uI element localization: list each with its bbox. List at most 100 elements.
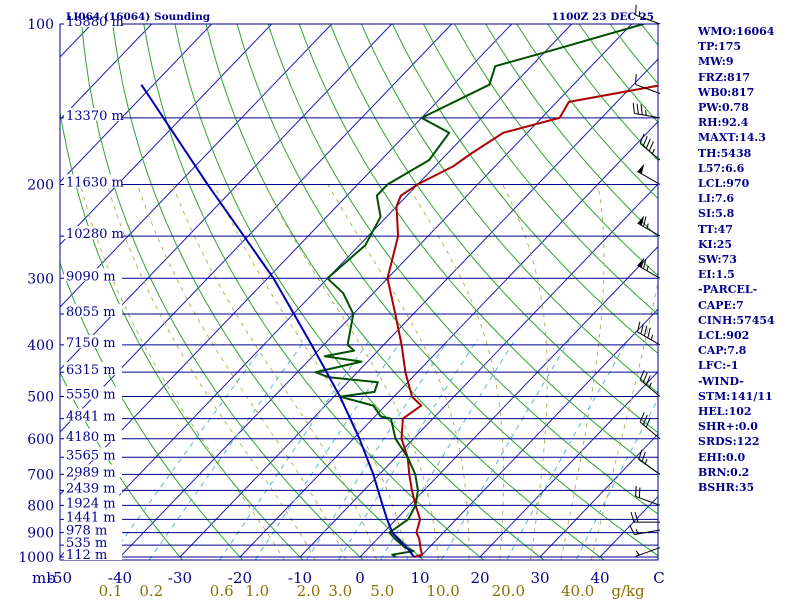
parcel-profile-line: [140, 84, 415, 558]
dry-adiabat-line: [298, 24, 658, 474]
wind-barb: [639, 133, 661, 161]
wind-barb: [639, 370, 661, 397]
height-label-bg: [64, 428, 122, 442]
wind-barb: [635, 486, 661, 506]
isotherm-line: [60, 24, 273, 246]
isotherm-line: [359, 245, 658, 558]
pressure-tick-label: 200: [27, 177, 54, 193]
dry-adiabat-line: [81, 24, 364, 560]
mixing-ratio-label: 2.0: [297, 582, 321, 600]
stat-item: SRDS:122: [698, 435, 760, 449]
moist-adiabat-line: [79, 184, 285, 560]
chart-title: LI064 (16064) Sounding: [66, 11, 211, 23]
indices-panel: WMO:16064 TP:175 MW:9 FRZ:817 WB0:817 PW:0.78…: [698, 24, 798, 495]
height-label: 2989 m: [66, 465, 116, 480]
stat-item: EI:1.5: [698, 268, 735, 282]
temperature-tick-label: 10: [410, 569, 429, 587]
pressure-tick-label: 400: [27, 338, 54, 354]
mixing-ratio-label: 20.0: [492, 582, 525, 600]
dry-adiabat-line: [174, 24, 545, 560]
dry-adiabat-line: [236, 24, 658, 557]
height-label-bg: [64, 14, 122, 27]
height-label: 10280 m: [66, 227, 124, 242]
height-label-bg: [64, 535, 122, 549]
stat-item: CAPE:7: [698, 298, 744, 312]
height-label-bg: [64, 408, 122, 422]
height-label-bg: [64, 362, 122, 376]
temperature-tick-label: 20: [470, 569, 489, 587]
stat-item: KI:25: [698, 237, 733, 251]
stat-item: L57:6.6: [698, 161, 745, 175]
pressure-tick-label: 600: [27, 432, 54, 448]
stat-item: FRZ:817: [698, 70, 751, 84]
wind-barb: [629, 524, 661, 536]
stat-item: LI:7.6: [698, 192, 735, 206]
wind-barb: [638, 449, 661, 475]
pressure-unit-label: mb: [32, 569, 56, 587]
stat-item: CINH:57454: [698, 313, 775, 327]
height-label: 8055 m: [66, 305, 116, 320]
moist-adiabat-line: [327, 184, 470, 560]
pressure-tick-label: 300: [27, 271, 54, 287]
temperature-profile-line: [386, 84, 658, 558]
stat-item: SI:5.8: [698, 207, 735, 221]
pressure-tick-label: 500: [27, 390, 54, 406]
mixing-ratio-label: 3.0: [328, 582, 352, 600]
wind-barb: [637, 215, 661, 237]
isotherm-line: [179, 58, 658, 558]
temperature-tick-label: 40: [590, 569, 609, 587]
stat-item: SHR+:0.0: [698, 420, 758, 434]
pressure-tick-label: 800: [27, 498, 54, 514]
isotherm-line: [60, 24, 333, 308]
wind-barb: [635, 547, 661, 557]
stat-item: LCL:902: [698, 329, 750, 343]
height-label-bg: [64, 107, 122, 121]
dry-adiabat-line: [454, 24, 658, 277]
height-label: 978 m: [66, 524, 107, 539]
height-label-bg: [64, 386, 122, 400]
isotherm-line: [419, 308, 658, 558]
height-label-bg: [64, 547, 122, 560]
dry-adiabat-line: [329, 24, 658, 434]
stat-item: BSHR:35: [698, 481, 755, 495]
mixing-ratio-label: 1.0: [245, 582, 269, 600]
height-label: 15880 m: [66, 15, 124, 30]
moist-adiabat-line: [106, 184, 316, 560]
mixing-ratio-label: 5.0: [370, 582, 394, 600]
mixing-ratio-label: 0.2: [139, 582, 163, 600]
stat-item: EHI:0.0: [698, 450, 746, 464]
wind-barb: [630, 511, 660, 523]
temperature-tick-label: -40: [108, 569, 132, 587]
height-label-bg: [64, 495, 122, 509]
dry-adiabat-line: [60, 261, 244, 560]
temperature-tick-label: 0: [355, 569, 365, 587]
dry-adiabat-line: [143, 24, 485, 560]
isotherm-line: [60, 24, 453, 433]
wind-barbs: [629, 4, 661, 557]
stat-item: TP:175: [698, 40, 742, 54]
stat-item: LCL:970: [698, 177, 750, 191]
stat-item: CAP:7.8: [698, 344, 747, 358]
height-label-bg: [64, 509, 122, 523]
wind-barb: [635, 4, 661, 25]
pressure-tick-label: 700: [27, 467, 54, 483]
pressure-tick-label: 900: [27, 526, 54, 542]
height-label-bg: [64, 334, 122, 348]
wind-barb: [636, 321, 661, 346]
isotherm-line: [479, 370, 658, 558]
stat-item: BRN:0.2: [698, 465, 750, 479]
height-label-bg: [64, 174, 122, 188]
background-grid: [60, 24, 658, 560]
height-label: 7150 m: [66, 336, 116, 351]
isotherm-line: [299, 183, 658, 558]
height-label: 9090 m: [66, 269, 116, 284]
isotherm-line: [60, 24, 393, 371]
stat-item: PW:0.78: [698, 101, 749, 115]
height-label: 6315 m: [66, 363, 116, 378]
mixing-ratio-label: 0.6: [210, 582, 234, 600]
stat-item: HEL:102: [698, 405, 752, 419]
stat-item: WMO:16064: [698, 25, 775, 38]
height-label-bg: [64, 464, 122, 478]
